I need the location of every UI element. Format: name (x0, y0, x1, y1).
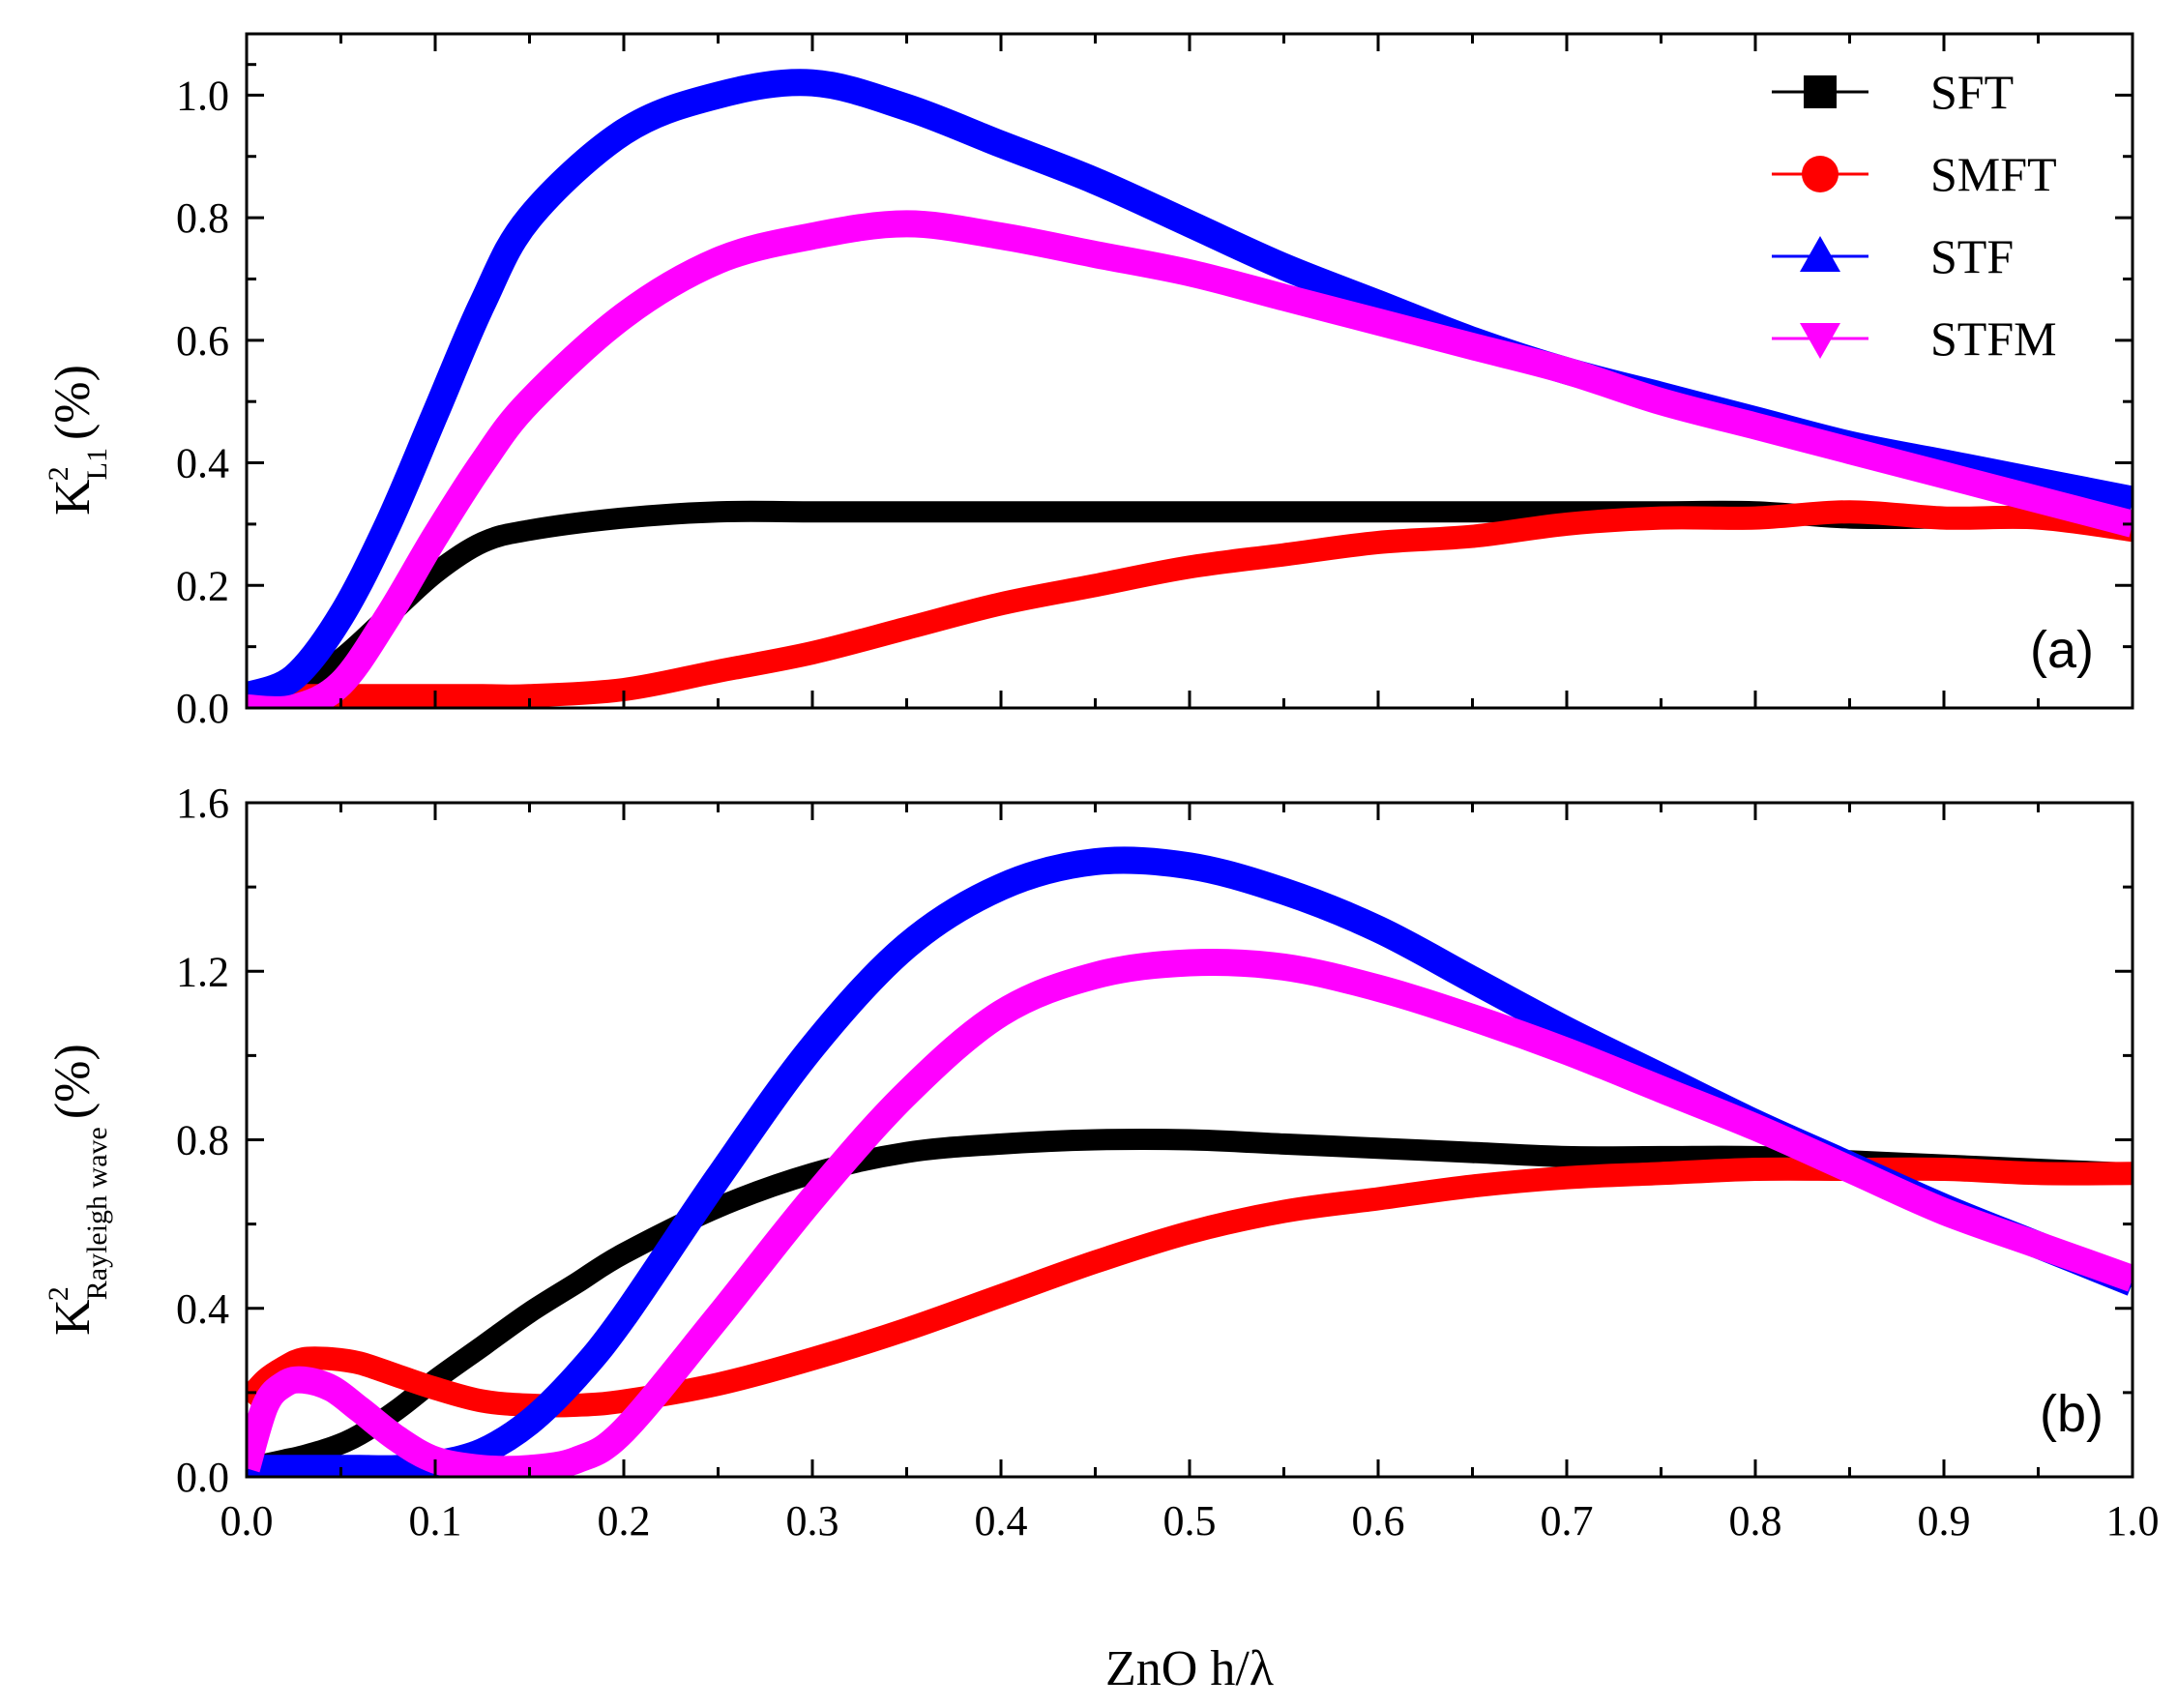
series-line-sft-panel-a (247, 500, 2133, 707)
panel-b-ylabel: K2 Rayleigh wave (%) (43, 1044, 113, 1336)
panel-a-y-axis: 0.0 0.2 0.4 0.6 0.8 1.0 (176, 63, 2133, 732)
panel-a-ylabel-sup: 2 (43, 466, 74, 481)
legend-marker-triangle-up (1800, 236, 1840, 272)
panel-a-ylabel-main: K (45, 479, 101, 515)
panel-b-x-axis: 0.0 0.1 0.2 0.3 0.4 0.5 0.6 0.7 0.8 0.9 1.0 (221, 803, 2160, 1545)
series-line-sft-panel-b (247, 1128, 2133, 1477)
y-tick-label: 0.0 (176, 685, 229, 732)
x-tick-label: 1.0 (2106, 1497, 2160, 1545)
panel-a-ylabel: K2 L1 (%) (43, 365, 113, 515)
series-line-stfm-panel-b (247, 948, 2133, 1477)
panel-a-x-axis (245, 34, 2134, 708)
panel-a-series (247, 69, 2133, 708)
series-line-smft-panel-a (247, 500, 2133, 708)
legend: SFT SMFT STF STFM (1772, 65, 2057, 366)
panel-b-ylabel-unit: (%) (45, 1044, 101, 1119)
y-tick-label: 0.0 (176, 1454, 229, 1501)
legend-label: SMFT (1930, 147, 2057, 201)
legend-marker-triangle-down (1800, 323, 1840, 359)
x-axis-title: ZnO h/λ (1105, 1641, 1274, 1696)
panel-b-y-axis: 0.0 0.4 0.8 1.2 1.6 (176, 780, 2133, 1501)
y-tick-label: 1.6 (176, 780, 229, 827)
x-tick-label: 0.9 (1918, 1497, 1971, 1545)
y-tick-label: 0.4 (176, 1285, 229, 1333)
x-tick-label: 0.6 (1352, 1497, 1405, 1545)
panel-a-label: (a) (2030, 621, 2094, 679)
panel-a: 0.0 0.2 0.4 0.6 0.8 1.0 (a) K2 L1 (%) SFT SMFT ST… (43, 32, 2134, 732)
legend-marker-square (1804, 75, 1837, 108)
panel-b-series (247, 846, 2133, 1477)
y-tick-label: 0.8 (176, 194, 229, 242)
y-tick-label: 1.0 (176, 72, 229, 119)
panel-b-ylabel-sup: 2 (43, 1286, 74, 1301)
panel-b-ylabel-main: K (45, 1299, 101, 1336)
y-tick-label: 0.6 (176, 317, 229, 365)
legend-marker-circle (1802, 156, 1839, 192)
y-tick-label: 0.2 (176, 562, 229, 609)
legend-item-sft: SFT (1772, 65, 2014, 119)
legend-label: STF (1930, 229, 2014, 283)
legend-item-smft: SMFT (1772, 147, 2057, 201)
y-tick-label: 0.8 (176, 1117, 229, 1164)
x-tick-label: 0.3 (786, 1497, 839, 1545)
panel-b-label: (b) (2040, 1385, 2103, 1443)
legend-item-stfm: STFM (1772, 311, 2057, 366)
x-tick-label: 0.5 (1163, 1497, 1217, 1545)
series-line-stfm-panel-a (247, 210, 2133, 708)
x-tick-label: 0.0 (221, 1497, 274, 1545)
y-tick-label: 1.2 (176, 948, 229, 995)
legend-label: STFM (1930, 311, 2057, 366)
legend-item-stf: STF (1772, 229, 2014, 283)
x-tick-label: 0.4 (975, 1497, 1028, 1545)
x-tick-label: 0.7 (1541, 1497, 1594, 1545)
panel-b-ylabel-sub: Rayleigh wave (81, 1127, 113, 1300)
panel-b: 0.0 0.4 0.8 1.2 1.6 0.0 0.1 0.2 0.3 0.4 0.5 0.6 0.7… (43, 780, 2160, 1545)
panel-a-frame (245, 32, 2134, 710)
x-tick-label: 0.1 (409, 1497, 462, 1545)
x-tick-label: 0.2 (598, 1497, 651, 1545)
y-tick-label: 0.4 (176, 440, 229, 487)
x-tick-label: 0.8 (1729, 1497, 1782, 1545)
panel-a-ylabel-sub: L1 (81, 448, 113, 480)
panel-a-ylabel-unit: (%) (45, 365, 101, 440)
legend-label: SFT (1930, 65, 2014, 119)
series-line-smft-panel-b (247, 1157, 2133, 1418)
